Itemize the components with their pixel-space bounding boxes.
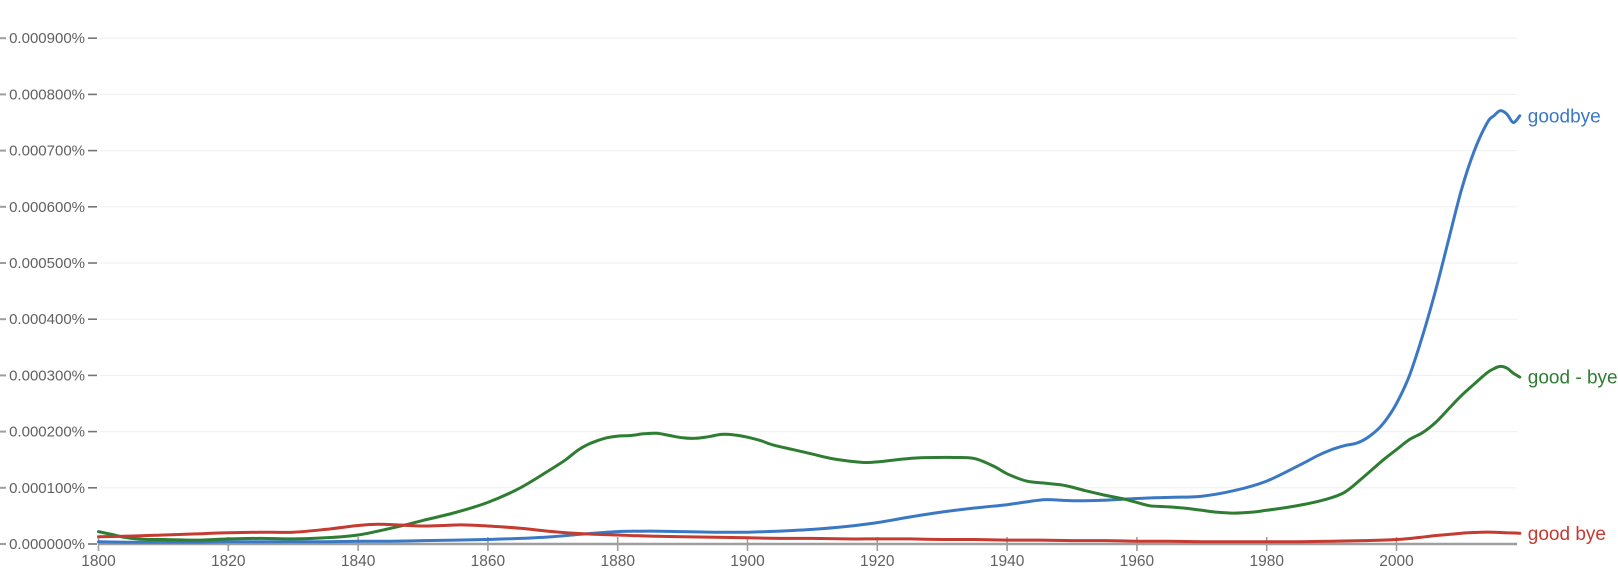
y-axis-tick-label: 0.000200% <box>9 424 85 441</box>
series-line-goodbye[interactable] <box>97 109 1522 544</box>
y-axis-tick-label: 0.000900% <box>9 30 85 47</box>
series-label-goodbye[interactable]: goodbye <box>1528 106 1601 127</box>
series-line-good-bye[interactable] <box>97 522 1522 544</box>
x-axis-tick-label: 1820 <box>211 553 246 570</box>
x-axis-tick-label: 1940 <box>990 553 1025 570</box>
x-axis-tick-label: 1880 <box>600 553 635 570</box>
y-axis-tick-label: 0.000400% <box>9 311 85 328</box>
y-axis-tick-label: 0.000700% <box>9 143 85 160</box>
y-axis-tick-label: 0.000800% <box>9 86 85 103</box>
x-axis-tick-label: 1800 <box>81 553 116 570</box>
y-axis-tick-label: 0.000000% <box>9 536 85 553</box>
y-axis-tick-label: 0.000100% <box>9 480 85 497</box>
y-axis-tick-label: 0.000300% <box>9 367 85 384</box>
x-axis-tick-label: 2000 <box>1379 553 1414 570</box>
series-label-good-bye[interactable]: good bye <box>1528 524 1606 545</box>
series-line-good-bye[interactable] <box>97 364 1522 542</box>
x-axis-tick-label: 1860 <box>471 553 506 570</box>
x-axis-tick-label: 1900 <box>730 553 765 570</box>
y-axis-tick-label: 0.000600% <box>9 199 85 216</box>
x-axis-tick-label: 1840 <box>341 553 376 570</box>
x-axis-tick-label: 1980 <box>1249 553 1284 570</box>
x-axis-tick-label: 1920 <box>860 553 895 570</box>
series-label-good-bye[interactable]: good - bye <box>1528 368 1618 389</box>
x-axis-tick-label: 1960 <box>1120 553 1155 570</box>
y-axis-tick-label: 0.000500% <box>9 255 85 272</box>
